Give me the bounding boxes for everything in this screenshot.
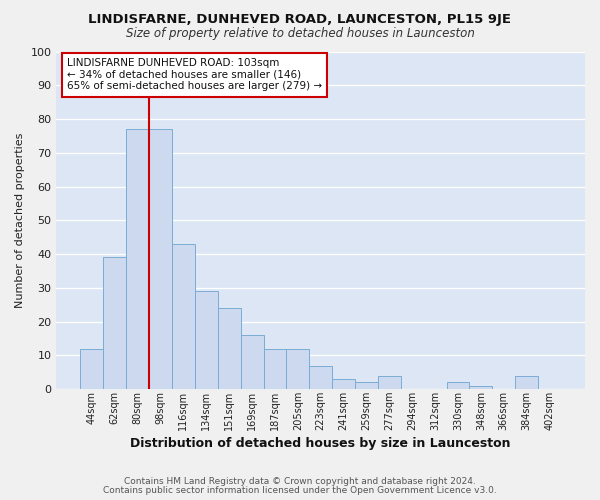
Bar — [126, 129, 149, 389]
Y-axis label: Number of detached properties: Number of detached properties — [15, 132, 25, 308]
Bar — [378, 376, 401, 389]
Bar — [469, 386, 493, 389]
Bar — [241, 335, 263, 389]
X-axis label: Distribution of detached houses by size in Launceston: Distribution of detached houses by size … — [130, 437, 511, 450]
Text: LINDISFARNE DUNHEVED ROAD: 103sqm
← 34% of detached houses are smaller (146)
65%: LINDISFARNE DUNHEVED ROAD: 103sqm ← 34% … — [67, 58, 322, 92]
Bar — [332, 379, 355, 389]
Text: Contains public sector information licensed under the Open Government Licence v3: Contains public sector information licen… — [103, 486, 497, 495]
Bar — [218, 308, 241, 389]
Bar — [149, 129, 172, 389]
Bar — [355, 382, 378, 389]
Bar — [515, 376, 538, 389]
Bar — [195, 291, 218, 389]
Bar — [446, 382, 469, 389]
Bar — [80, 348, 103, 389]
Bar — [263, 348, 286, 389]
Text: Size of property relative to detached houses in Launceston: Size of property relative to detached ho… — [125, 28, 475, 40]
Text: LINDISFARNE, DUNHEVED ROAD, LAUNCESTON, PL15 9JE: LINDISFARNE, DUNHEVED ROAD, LAUNCESTON, … — [89, 12, 511, 26]
Bar — [286, 348, 309, 389]
Bar — [103, 258, 126, 389]
Text: Contains HM Land Registry data © Crown copyright and database right 2024.: Contains HM Land Registry data © Crown c… — [124, 477, 476, 486]
Bar — [309, 366, 332, 389]
Bar — [172, 244, 195, 389]
